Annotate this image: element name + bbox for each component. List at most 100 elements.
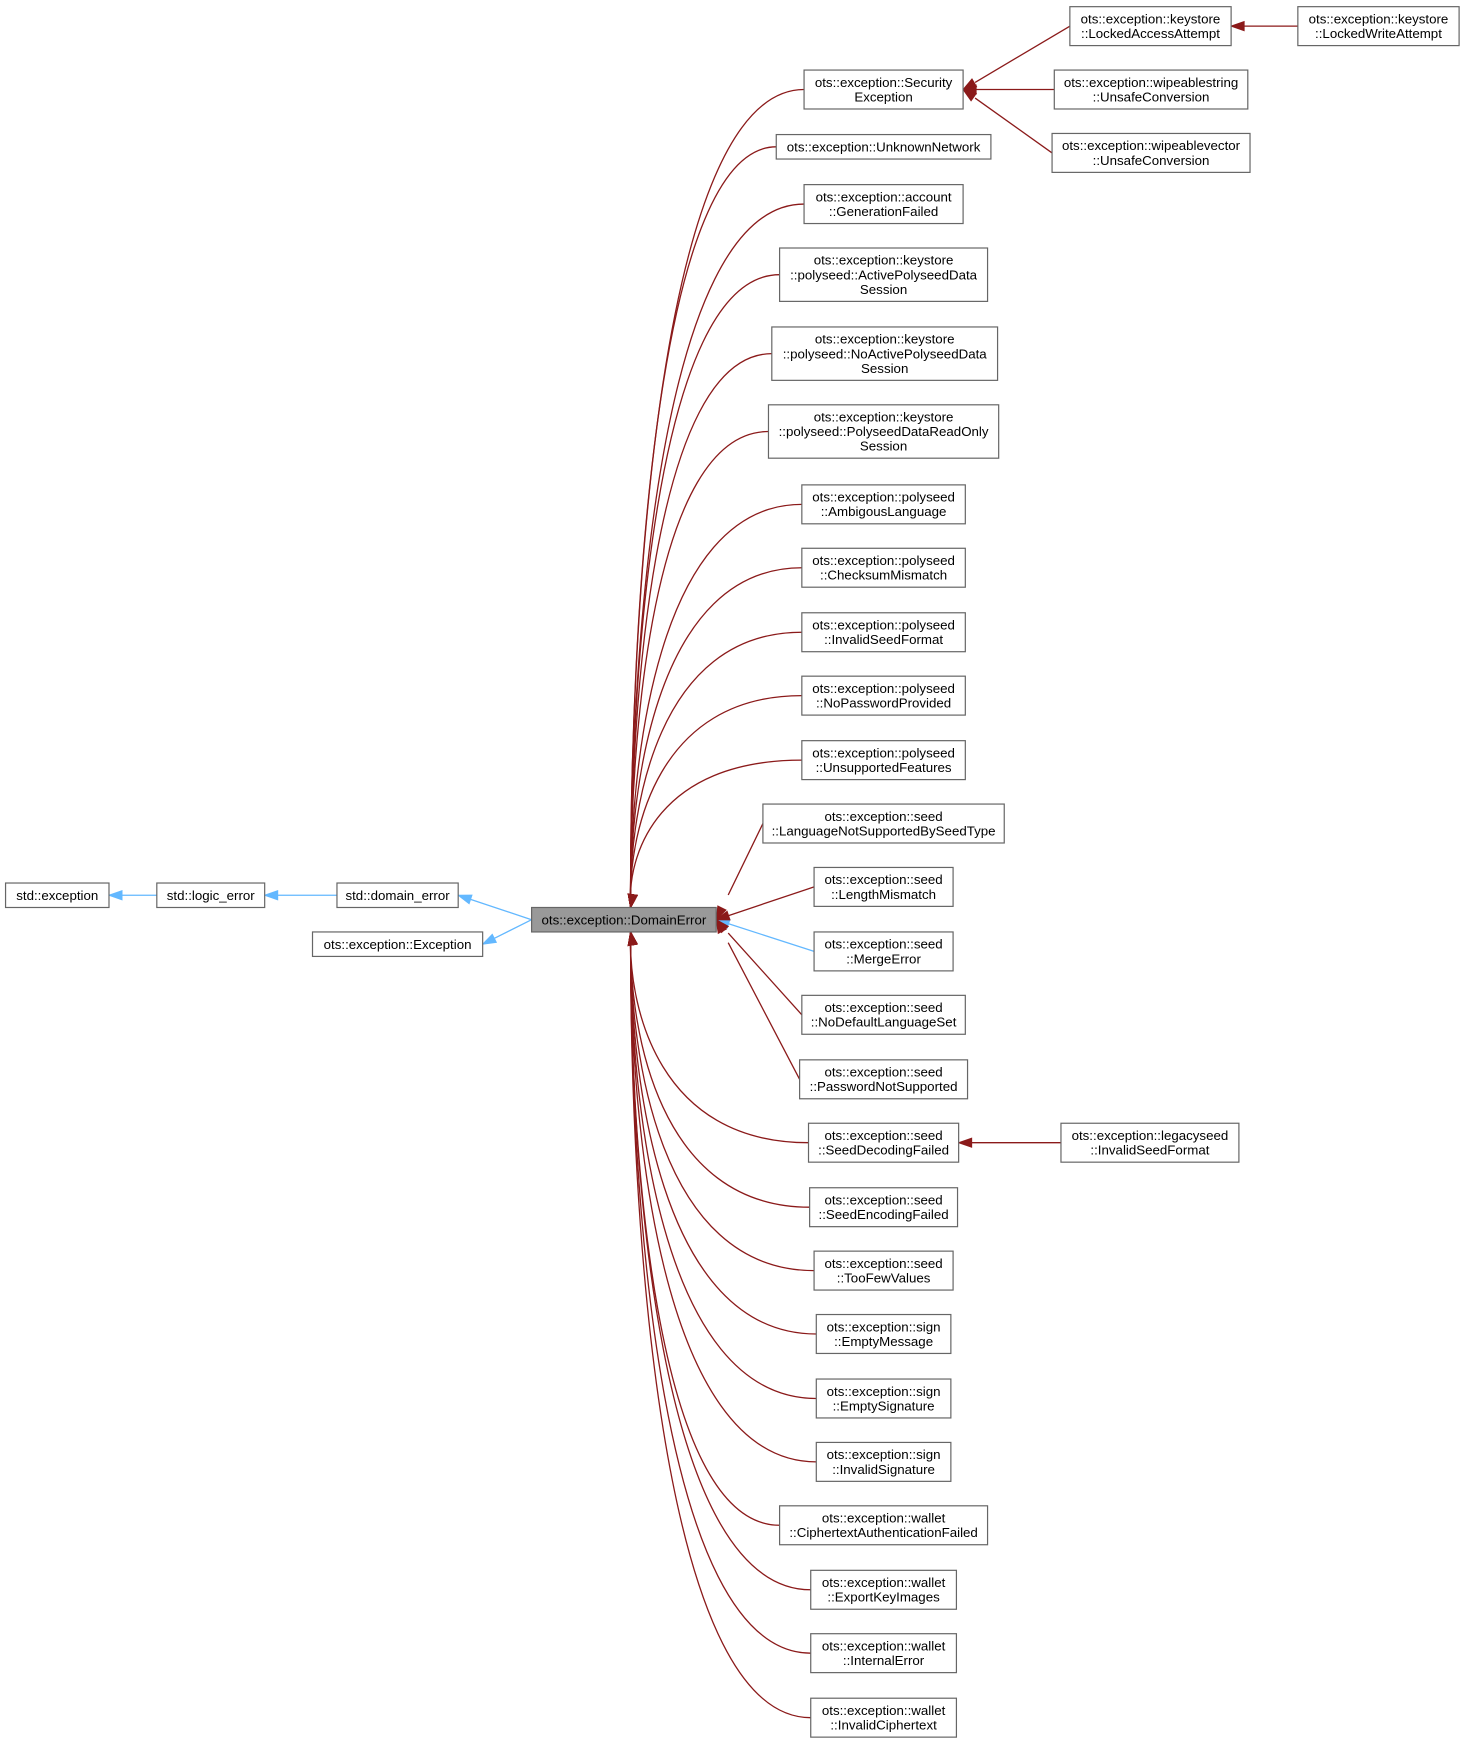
class-box [813,931,954,972]
edge-locked-write-to-locked-access-arrowhead [1229,20,1245,32]
class-label-line: ots::exception::seed [824,872,942,887]
class-node-no-active-polyseed[interactable]: ots::exception::keystore::polyseed::NoAc… [771,326,999,381]
class-node-wipeable-vector[interactable]: ots::exception::wipeablevector::UnsafeCo… [1051,132,1251,173]
class-node-unsupported-features[interactable]: ots::exception::polyseed::UnsupportedFea… [801,740,966,781]
class-label-line: ots::exception::wallet [822,1511,946,1526]
class-node-internal-error[interactable]: ots::exception::wallet::InternalError [810,1633,958,1674]
class-box [801,675,966,716]
class-node-checksum-mismatch[interactable]: ots::exception::polyseed::ChecksumMismat… [801,547,966,588]
edge-domain-error-to-ots-exception-arrowhead [481,933,498,945]
class-node-invalid-ciphertext[interactable]: ots::exception::wallet::InvalidCiphertex… [810,1697,958,1738]
edge-length-mismatch-to-domain-error [727,886,815,917]
class-node-generation-failed[interactable]: ots::exception::account::GenerationFaile… [803,184,964,225]
class-label-line: Session [861,361,908,376]
class-node-export-key-images[interactable]: ots::exception::wallet::ExportKeyImages [810,1569,958,1610]
class-label-line: std::exception [16,888,98,903]
class-label-line: ots::exception::wallet [822,1703,946,1718]
class-node-language-not-supported[interactable]: ots::exception::seed::LanguageNotSupport… [762,803,1005,844]
class-label-line: ::LanguageNotSupportedBySeedType [772,823,996,838]
edge-domain-error-to-ots-exception [494,919,532,939]
class-node-empty-signature[interactable]: ots::exception::sign::EmptySignature [815,1378,952,1419]
edge-length-mismatch-to-domain-error-arrowhead [714,910,731,921]
class-label-line: ::SeedDecodingFailed [818,1143,949,1158]
class-label-line: ::InvalidSeedFormat [824,632,943,647]
class-node-invalid-seed-format-p[interactable]: ots::exception::polyseed::InvalidSeedFor… [801,612,966,653]
class-label-line: ::UnsafeConversion [1093,153,1210,168]
edge-invalid-ciphertext-to-domain-error [629,943,811,1719]
class-label-line: ots::exception::seed [824,937,942,952]
class-node-too-few-values[interactable]: ots::exception::seed::TooFewValues [813,1250,954,1291]
class-node-seed-encoding-failed[interactable]: ots::exception::seed::SeedEncodingFailed [809,1187,959,1228]
class-box [778,1505,989,1546]
class-box [336,882,459,909]
class-node-empty-message[interactable]: ots::exception::sign::EmptyMessage [815,1313,952,1355]
class-label-line: Exception [854,89,912,104]
class-node-invalid-signature[interactable]: ots::exception::sign::InvalidSignature [815,1441,952,1482]
class-label-line: ots::exception::legacyseed [1072,1128,1229,1143]
edge-ambigous-language-to-domain-error [629,503,802,896]
class-box [807,1122,960,1163]
class-box [801,994,966,1035]
class-node-legacy-invalid-seed[interactable]: ots::exception::legacyseed::InvalidSeedF… [1060,1122,1240,1163]
class-node-ciphertext-auth[interactable]: ots::exception::wallet::CiphertextAuthen… [778,1505,989,1546]
class-label-line: ::NoPasswordProvided [816,696,951,711]
class-node-polyseed-readonly[interactable]: ots::exception::keystore::polyseed::Poly… [767,404,1000,459]
class-box [762,803,1005,844]
class-node-seed-decoding-failed[interactable]: ots::exception::seed::SeedDecodingFailed [807,1122,960,1163]
class-label-line: ots::exception::account [816,189,952,204]
edge-empty-signature-to-domain-error [629,943,817,1400]
class-box [767,404,1000,459]
class-label-line: ots::exception::seed [824,1000,942,1015]
class-box [815,1313,952,1355]
class-box [1060,1122,1240,1163]
class-box [311,931,484,958]
class-label-line: ::UnsafeConversion [1093,89,1210,104]
class-box [799,1059,969,1100]
class-label-line: ots::exception::keystore [814,410,954,425]
edge-locked-access-to-security-exception [974,25,1071,83]
class-box [801,612,966,653]
class-box [810,1697,958,1738]
class-label-line: ots::exception::seed [824,809,942,824]
class-box [801,740,966,781]
class-node-no-password[interactable]: ots::exception::polyseed::NoPasswordProv… [801,675,966,716]
class-node-merge-error[interactable]: ots::exception::seed::MergeError [813,931,954,972]
class-node-ambigous-language[interactable]: ots::exception::polyseed::AmbigousLangua… [801,484,966,525]
class-node-std-exception[interactable]: std::exception [4,882,110,909]
class-label-line: ots::exception::wallet [822,1638,946,1653]
class-node-locked-write[interactable]: ots::exception::keystore::LockedWriteAtt… [1297,6,1460,47]
class-node-password-not-supported[interactable]: ots::exception::seed::PasswordNotSupport… [799,1059,969,1100]
class-box [778,247,989,302]
class-label-line: ::TooFewValues [837,1270,931,1285]
class-label-line: ots::exception::UnknownNetwork [787,139,981,154]
edge-domain-error-to-std-domain-error [469,898,532,921]
class-label-line: ots::exception::seed [824,1128,942,1143]
class-node-ots-exception[interactable]: ots::exception::Exception [311,931,484,958]
edge-unsupported-features-to-domain-error-arrowhead [627,893,638,909]
class-node-wipeable-string[interactable]: ots::exception::wipeablestring::UnsafeCo… [1053,69,1249,110]
class-node-no-default-language[interactable]: ots::exception::seed::NoDefaultLanguageS… [801,994,966,1035]
class-node-active-polyseed[interactable]: ots::exception::keystore::polyseed::Acti… [778,247,989,302]
class-label-line: ::ChecksumMismatch [820,568,947,583]
class-label-line: ::ExportKeyImages [827,1590,940,1605]
class-label-line: ::EmptyMessage [834,1334,933,1349]
edge-std-logic-error-to-std-exception-arrowhead [107,890,123,901]
class-node-std-logic-error[interactable]: std::logic_error [156,882,266,909]
class-label-line: ::UnsupportedFeatures [816,760,952,775]
edge-invalid-seed-format-p-to-domain-error [629,631,802,896]
class-label-line: Session [860,439,907,454]
class-label-line: ots::exception::keystore [1081,11,1221,26]
class-node-std-domain-error[interactable]: std::domain_error [336,882,459,909]
class-label-line: ::EmptySignature [833,1398,935,1413]
class-node-length-mismatch[interactable]: ots::exception::seed::LengthMismatch [813,866,954,907]
edge-empty-message-to-domain-error [629,943,817,1335]
class-label-line: ots::exception::seed [824,1193,942,1208]
class-box [803,184,964,225]
class-node-domain-error[interactable]: ots::exception::DomainError [530,906,717,933]
class-node-locked-access[interactable]: ots::exception::keystore::LockedAccessAt… [1069,6,1232,47]
edge-password-not-supported-to-domain-error-arrowhead [715,918,728,935]
class-node-unknown-network[interactable]: ots::exception::UnknownNetwork [775,133,992,160]
edge-generation-failed-to-domain-error [629,203,805,896]
edge-no-default-language-to-domain-error [727,932,803,1016]
